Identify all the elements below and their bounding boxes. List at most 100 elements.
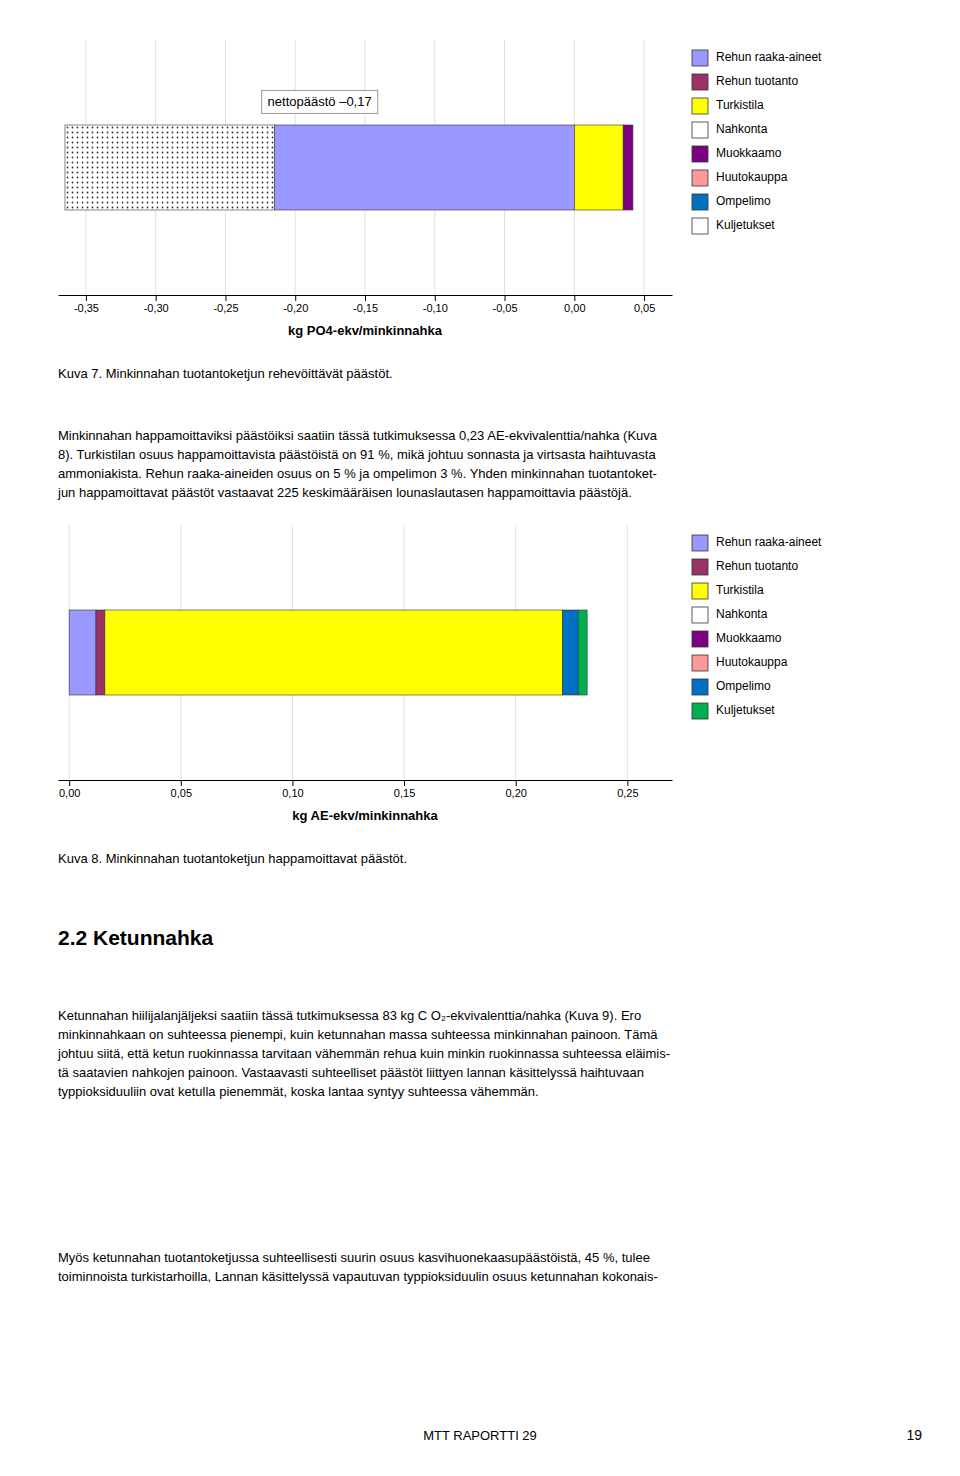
tick-label: 0,15 — [394, 787, 415, 799]
tick-mark — [292, 780, 293, 786]
legend-label: Kuljetukset — [716, 218, 775, 232]
grid-line — [644, 40, 645, 295]
tick-mark — [295, 295, 296, 301]
grid — [69, 525, 627, 780]
bars — [69, 610, 587, 695]
page-number: 19 — [906, 1427, 922, 1443]
bars — [65, 125, 633, 210]
tick-mark — [86, 295, 87, 301]
legend-swatch — [692, 559, 708, 575]
tick: -0,10 — [423, 295, 448, 314]
legend-swatch — [692, 583, 708, 599]
paragraph-line: Ketunnahan hiilijalanjäljeksi saatiin tä… — [58, 1008, 641, 1023]
tick-mark — [505, 295, 506, 301]
axis-title: kg PO4-ekv/minkinnahka — [288, 323, 443, 338]
legend-swatch — [692, 703, 708, 719]
legend-swatch — [692, 655, 708, 671]
footer: MTT RAPORTTI 29 — [423, 1428, 537, 1443]
bar-segment — [274, 125, 574, 210]
legend-swatch — [692, 607, 708, 623]
tick-mark — [644, 295, 645, 301]
chart: 0,00 0,05 0,10 0,15 0,20 0,25 kg AE-ekv/minkin… — [59, 525, 823, 823]
tick-mark — [627, 780, 628, 786]
legend-label: Huutokauppa — [716, 655, 788, 669]
bar-segment — [69, 610, 96, 695]
paragraph-line: minkinnahkaan on suhteessa pienempi, kui… — [58, 1027, 658, 1042]
x-axis: -0,35 -0,30 -0,25 -0,20 -0,15 -0,10 -0,05 0,00 0… — [59, 295, 673, 314]
tick-label: -0,35 — [74, 302, 99, 314]
legend-label: Muokkaamo — [716, 631, 782, 645]
section-title: 2.2 Ketunnahka — [58, 926, 214, 949]
bar-segment — [578, 610, 587, 695]
tick-label: -0,20 — [283, 302, 308, 314]
legend-swatch — [692, 218, 708, 234]
tick-label: -0,10 — [423, 302, 448, 314]
tick: 0,00 — [59, 780, 80, 799]
tick: 0,10 — [282, 780, 303, 799]
paragraph-line: 8). Turkistilan osuus happamoittavista p… — [58, 447, 656, 462]
tick: -0,05 — [493, 295, 518, 314]
bar-segment — [563, 610, 579, 695]
caption: Kuva 8. Minkinnahan tuotantoketjun happa… — [58, 851, 407, 866]
paragraph-line: johtuu siitä, että ketun ruokinnassa tar… — [57, 1046, 670, 1061]
tick-mark — [516, 780, 517, 786]
tick-label: 0,00 — [564, 302, 585, 314]
legend-label: Rehun tuotanto — [716, 559, 798, 573]
legend-swatch — [692, 535, 708, 551]
legend-label: Nahkonta — [716, 122, 768, 136]
paragraph-line: Minkinnahan happamoittaviksi päästöiksi … — [58, 428, 658, 443]
legend-label: Kuljetukset — [716, 703, 775, 717]
annotation: nettopäästö –0,17 — [268, 94, 372, 109]
tick-label: 0,05 — [171, 787, 192, 799]
tick: -0,35 — [74, 295, 99, 314]
tick-label: 0,10 — [282, 787, 303, 799]
legend-label: Nahkonta — [716, 607, 768, 621]
tick-mark — [69, 780, 70, 786]
legend-label: Muokkaamo — [716, 146, 782, 160]
bar-segment — [65, 125, 274, 210]
legend-label: Huutokauppa — [716, 170, 788, 184]
tick-label: -0,15 — [353, 302, 378, 314]
legend-label: Ompelimo — [716, 679, 771, 693]
bar-segment — [574, 125, 623, 210]
tick-label: 0,00 — [59, 787, 80, 799]
legend-label: Turkistila — [716, 98, 764, 112]
paragraph-line: toiminnoista turkistarhoilla, Lannan käs… — [58, 1269, 658, 1284]
legend-swatch — [692, 170, 708, 186]
tick-mark — [225, 295, 226, 301]
tick-label: 0,20 — [505, 787, 526, 799]
tick-label: -0,05 — [493, 302, 518, 314]
tick: 0,05 — [634, 295, 655, 314]
legend-swatch — [692, 631, 708, 647]
tick-label: 0,05 — [634, 302, 655, 314]
legend-label: Ompelimo — [716, 194, 771, 208]
tick: 0,15 — [394, 780, 415, 799]
tick-mark — [404, 780, 405, 786]
paragraph-line: tä saatavien nahkojen painoon. Vastaavas… — [58, 1065, 644, 1080]
tick: 0,05 — [171, 780, 192, 799]
legend: Rehun raaka-aineetRehun tuotantoTurkisti… — [692, 535, 822, 719]
legend: Rehun raaka-aineetRehun tuotantoTurkisti… — [692, 50, 822, 234]
annotation-frame — [262, 90, 378, 113]
tick: -0,30 — [144, 295, 169, 314]
page: -0,35-0,30-0,25-0,20-0,15-0,10-0,050,000… — [0, 0, 960, 1476]
tick-mark — [156, 295, 157, 301]
tick: 0,20 — [505, 780, 526, 799]
tick-mark — [574, 295, 575, 301]
tick-mark — [365, 295, 366, 301]
chart: -0,35 -0,30 -0,25 -0,20 -0,15 -0,10 -0,05 0,00 0… — [59, 40, 823, 338]
tick: 0,00 — [564, 295, 585, 314]
axis-title: kg AE-ekv/minkinnahka — [292, 808, 438, 823]
grid-line — [627, 525, 628, 780]
legend-label: Turkistila — [716, 583, 764, 597]
tick: -0,20 — [283, 295, 308, 314]
tick-label: 0,25 — [617, 787, 638, 799]
tick: -0,25 — [213, 295, 238, 314]
legend-swatch — [692, 74, 708, 90]
legend-swatch — [692, 50, 708, 66]
paragraph-line: ammoniakista. Rehun raaka-aineiden osuus… — [58, 466, 657, 481]
bar-segment — [96, 610, 105, 695]
tick-mark — [181, 780, 182, 786]
tick-mark — [435, 295, 436, 301]
legend-swatch — [692, 679, 708, 695]
